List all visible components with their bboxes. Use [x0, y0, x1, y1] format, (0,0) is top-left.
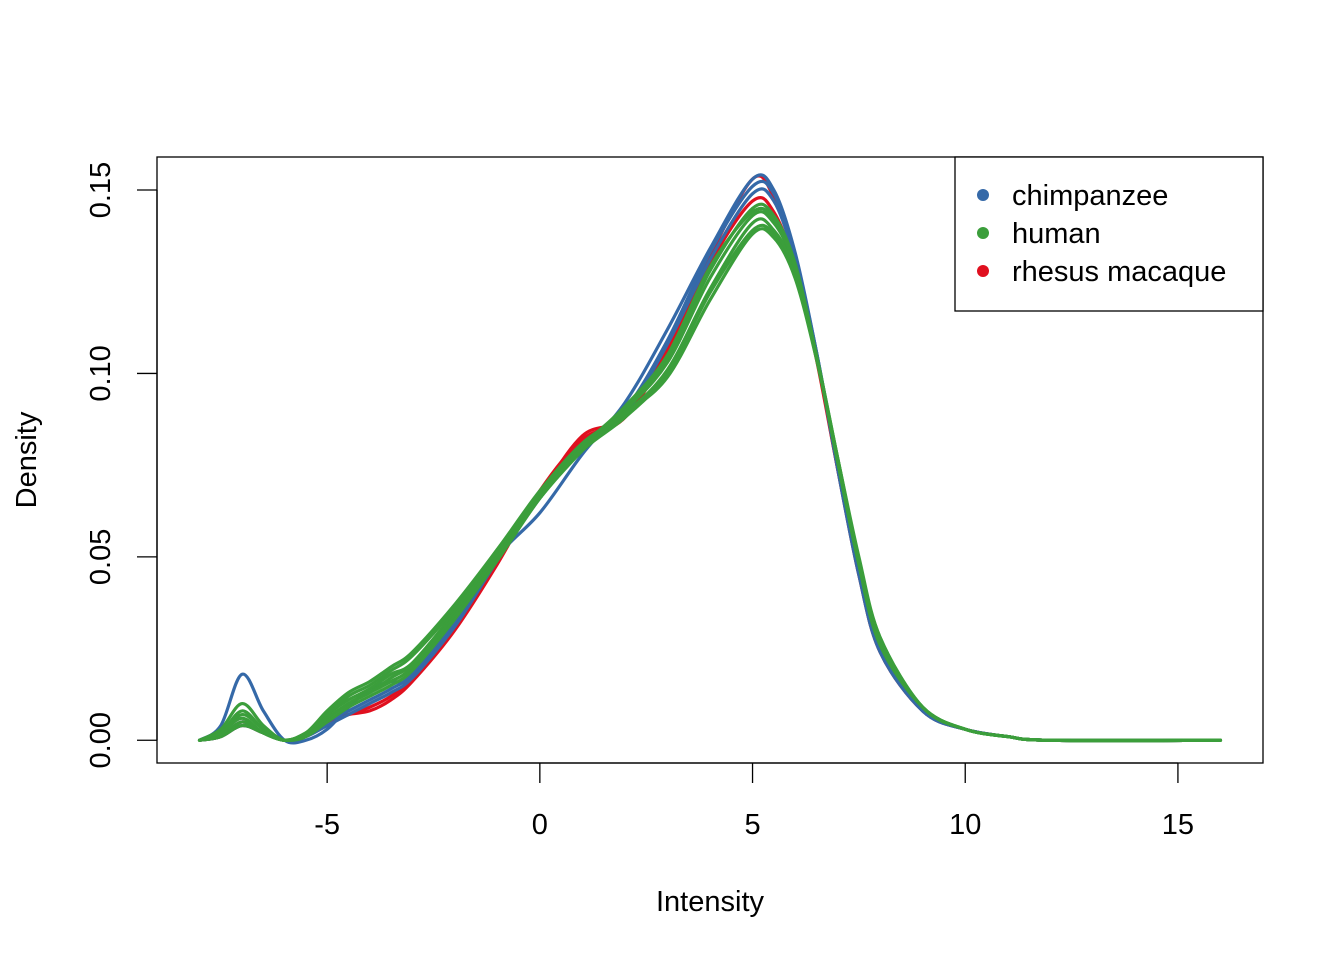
x-tick-label: 5: [744, 809, 760, 841]
y-axis-title: Density: [11, 411, 43, 508]
y-axis: 0.00 0.05 0.10 0.15: [85, 162, 158, 768]
y-tick-label: 0.10: [85, 345, 117, 401]
x-tick-label: 0: [532, 809, 548, 841]
legend-label-chimpanzee: chimpanzee: [1012, 180, 1168, 212]
legend-marker-chimpanzee: [977, 189, 989, 201]
x-tick-label: 10: [949, 809, 981, 841]
legend-label-rhesus-macaque: rhesus macaque: [1012, 256, 1226, 288]
legend-box: [954, 156, 1264, 312]
legend-label-human: human: [1012, 218, 1101, 250]
density-line-human-11: [197, 227, 1223, 743]
legend-marker-rhesus-macaque: [977, 265, 989, 277]
density-lines: [197, 173, 1223, 745]
legend: chimpanzee human rhesus macaque: [954, 156, 1264, 312]
x-axis: -5 0 5 10 15: [314, 762, 1194, 841]
density-line-human-10: [197, 206, 1223, 743]
y-tick-label: 0.15: [85, 162, 117, 218]
x-tick-label: 15: [1162, 809, 1194, 841]
x-axis-title: Intensity: [656, 886, 764, 918]
x-tick-label: -5: [314, 809, 340, 841]
legend-marker-human: [977, 227, 989, 239]
y-tick-label: 0.00: [85, 712, 117, 768]
y-tick-label: 0.05: [85, 529, 117, 585]
